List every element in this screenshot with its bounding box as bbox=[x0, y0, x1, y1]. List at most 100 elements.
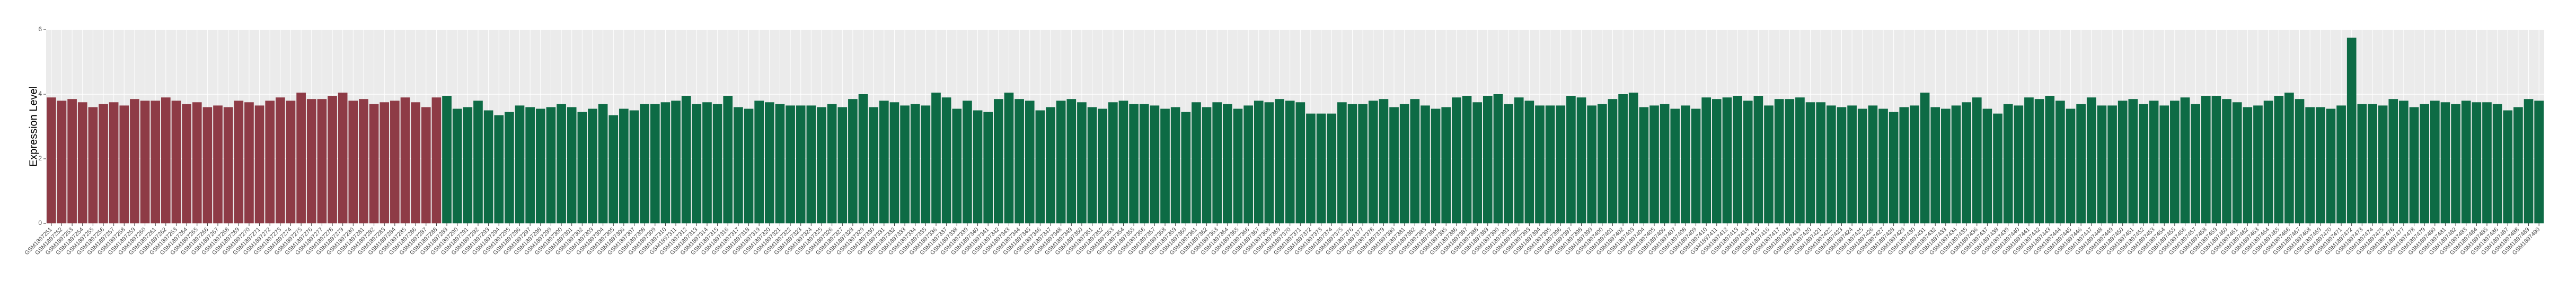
bar bbox=[879, 101, 889, 223]
bar bbox=[99, 104, 108, 223]
bar bbox=[2222, 99, 2231, 223]
bar bbox=[1139, 104, 1149, 223]
bar bbox=[328, 96, 337, 223]
bar bbox=[1701, 97, 1712, 223]
bar bbox=[1649, 105, 1659, 223]
bar bbox=[77, 102, 87, 223]
bar bbox=[1608, 99, 1618, 223]
bar bbox=[1108, 102, 1118, 223]
bar bbox=[1316, 113, 1326, 223]
bar bbox=[806, 105, 816, 223]
bar bbox=[734, 107, 743, 223]
bar bbox=[2368, 104, 2377, 223]
bar bbox=[1826, 105, 1836, 223]
bar bbox=[2045, 96, 2055, 223]
bar bbox=[244, 102, 254, 223]
bar bbox=[442, 96, 452, 223]
bar bbox=[1930, 107, 1940, 223]
bar bbox=[858, 94, 868, 223]
bar bbox=[2097, 105, 2107, 223]
bar bbox=[1816, 102, 1826, 223]
bar bbox=[1514, 97, 1524, 223]
bar bbox=[712, 104, 722, 223]
bar bbox=[671, 101, 681, 223]
bar bbox=[1212, 102, 1222, 223]
bar bbox=[1368, 101, 1378, 223]
y-axis-label: Expression Level bbox=[28, 86, 39, 167]
bar bbox=[952, 109, 962, 223]
bar bbox=[2180, 97, 2190, 223]
bar bbox=[681, 96, 691, 223]
bar bbox=[1597, 104, 1607, 223]
bar bbox=[2139, 104, 2148, 223]
bar bbox=[1764, 105, 1774, 223]
bar bbox=[900, 105, 910, 223]
bar bbox=[1982, 109, 1992, 223]
bar bbox=[1857, 109, 1867, 223]
bar bbox=[109, 102, 119, 223]
bar bbox=[1962, 102, 1971, 223]
bar bbox=[1774, 99, 1784, 223]
bar bbox=[483, 110, 493, 223]
bar bbox=[692, 104, 702, 223]
bar bbox=[2274, 96, 2284, 223]
bar bbox=[2263, 101, 2273, 223]
bar bbox=[931, 92, 941, 223]
bar bbox=[2482, 102, 2492, 223]
bar bbox=[1014, 99, 1024, 223]
bar bbox=[400, 97, 410, 223]
bar bbox=[2118, 101, 2128, 223]
bar bbox=[421, 107, 431, 223]
bar bbox=[2461, 101, 2471, 223]
bar bbox=[2451, 104, 2460, 223]
bar bbox=[2034, 99, 2044, 223]
bar bbox=[161, 97, 171, 223]
bar bbox=[1004, 92, 1014, 223]
bar bbox=[1733, 96, 1742, 223]
bar bbox=[2346, 38, 2357, 223]
bar bbox=[1504, 104, 1513, 223]
bar bbox=[702, 102, 712, 223]
bar bbox=[1223, 104, 1232, 223]
bar bbox=[1670, 109, 1680, 223]
bar bbox=[608, 115, 619, 223]
bar bbox=[411, 102, 420, 223]
bar bbox=[306, 99, 316, 223]
bar bbox=[1576, 97, 1586, 223]
bar bbox=[119, 105, 129, 223]
bar bbox=[1170, 107, 1180, 223]
bar bbox=[1691, 109, 1701, 223]
bar bbox=[151, 101, 161, 223]
bar bbox=[557, 104, 566, 223]
bar bbox=[1618, 94, 1628, 223]
bar bbox=[1837, 107, 1847, 223]
bar bbox=[140, 101, 150, 223]
bar bbox=[2284, 92, 2294, 223]
bar bbox=[265, 101, 275, 223]
bar bbox=[1785, 99, 1795, 223]
bar bbox=[2128, 99, 2138, 223]
bar bbox=[1160, 109, 1170, 223]
bar bbox=[1399, 104, 1409, 223]
bar bbox=[1087, 107, 1097, 223]
bar bbox=[1035, 110, 1045, 223]
bar bbox=[2378, 105, 2388, 223]
bar bbox=[1681, 105, 1690, 223]
bar bbox=[817, 107, 826, 223]
bar bbox=[1452, 97, 1461, 223]
bar bbox=[1472, 102, 1482, 223]
bar bbox=[2201, 96, 2211, 223]
y-tick-label: 2 bbox=[38, 155, 42, 162]
bar bbox=[1889, 112, 1899, 223]
bar bbox=[1275, 99, 1284, 223]
bar bbox=[535, 109, 545, 223]
bar bbox=[2513, 107, 2523, 223]
bar bbox=[1025, 101, 1035, 223]
bar bbox=[2409, 107, 2419, 223]
bar bbox=[1535, 105, 1545, 223]
bar bbox=[1847, 105, 1857, 223]
bar bbox=[1077, 102, 1087, 223]
bar bbox=[598, 104, 608, 223]
bar bbox=[369, 104, 379, 223]
bar bbox=[1941, 109, 1951, 223]
